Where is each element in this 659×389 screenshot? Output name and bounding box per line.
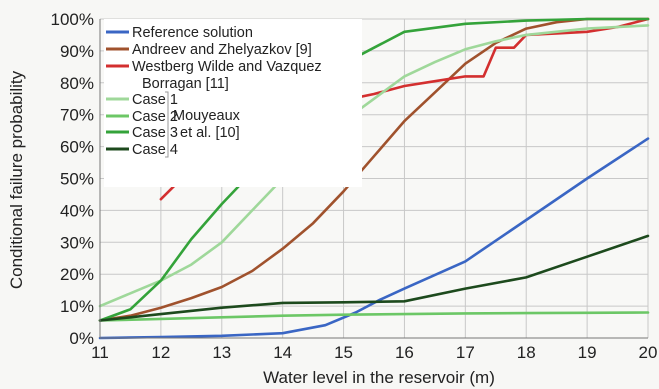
legend-label-case-4: Case 4 — [132, 142, 178, 158]
y-tick-label: 60% — [60, 138, 94, 157]
tick-labels: 0% 10% 20% 30% 40% 50% 60% 70% 80% 90% 100% 11 12 13 1… — [51, 10, 658, 362]
y-tick-label: 10% — [60, 297, 94, 316]
x-axis-title: Water level in the reservoir (m) — [263, 368, 495, 387]
y-tick-label: 40% — [60, 201, 94, 220]
x-tick-label: 20 — [639, 343, 658, 362]
x-tick-label: 15 — [334, 343, 353, 362]
y-tick-label: 70% — [60, 106, 94, 125]
x-tick-label: 17 — [456, 343, 475, 362]
x-tick-label: 18 — [517, 343, 536, 362]
legend-background — [104, 19, 362, 187]
y-axis-title: Conditional failure probability — [7, 70, 26, 289]
legend-label-andreev-and-zhelyazkov-9: Andreev and Zhelyazkov [9] — [132, 42, 312, 58]
legend-group-bracket — [165, 91, 169, 158]
legend-group-label-line1: Mouyeaux — [173, 108, 241, 124]
x-tick-label: 12 — [151, 343, 170, 362]
x-tick-label: 13 — [212, 343, 231, 362]
legend-label-case-2: Case 2 — [132, 109, 178, 125]
legend-group-label-line2: et al. [10] — [180, 125, 240, 141]
legend-label-reference-solution: Reference solution — [132, 25, 253, 41]
y-tick-label: 80% — [60, 74, 94, 93]
y-tick-label: 90% — [60, 42, 94, 61]
series-line-reference-solution — [98, 137, 650, 340]
y-tick-label: 50% — [60, 170, 94, 189]
y-tick-label: 30% — [60, 233, 94, 252]
axes — [99, 19, 648, 339]
legend-label-westberg-wilde-and-vazquez-borragan-11-line1: Westberg Wilde and Vazquez — [132, 59, 322, 75]
series-line-case-4 — [98, 234, 650, 322]
legend-label-case-3: Case 3 — [132, 125, 178, 141]
y-tick-label: 20% — [60, 265, 94, 284]
legend-label-case-1: Case 1 — [132, 92, 178, 108]
x-tick-label: 14 — [273, 343, 292, 362]
x-tick-label: 19 — [578, 343, 597, 362]
legend-label-westberg-wilde-and-vazquez-borragan-11-line2: Borragan [11] — [142, 76, 229, 92]
y-tick-label: 0% — [69, 329, 94, 348]
x-tick-label: 16 — [395, 343, 414, 362]
series-line-case-2 — [98, 311, 650, 322]
x-tick-label: 11 — [91, 343, 109, 362]
y-tick-label: 100% — [51, 10, 94, 29]
